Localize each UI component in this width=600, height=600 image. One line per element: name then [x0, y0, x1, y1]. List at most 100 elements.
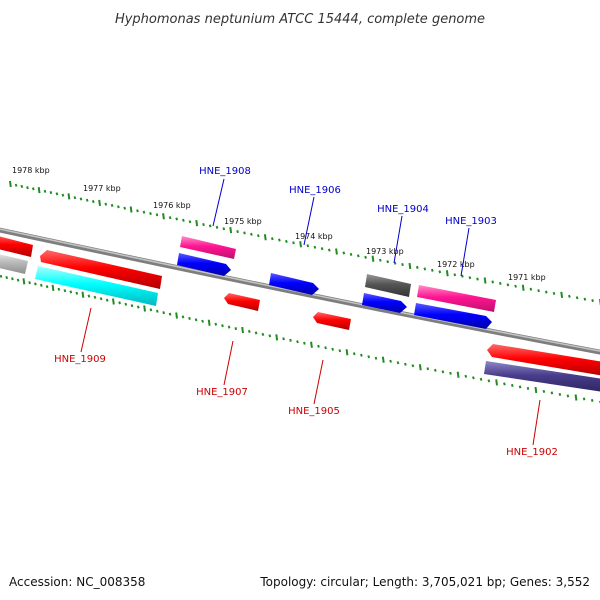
- ruler-minor-tick: [393, 261, 397, 265]
- gene-feature[interactable]: [269, 273, 319, 295]
- ruler-minor-tick: [352, 352, 356, 356]
- ruler-minor-tick: [168, 312, 172, 316]
- ruler-major-tick: [574, 394, 578, 401]
- gene-label-HNE_1904[interactable]: HNE_1904: [377, 204, 429, 215]
- ruler-major-tick: [534, 386, 538, 394]
- gene-label-HNE_1906[interactable]: HNE_1906: [289, 185, 341, 196]
- ruler-minor-tick: [506, 283, 510, 287]
- ruler-major-tick: [175, 312, 178, 319]
- kbp-label: 1977 kbp: [83, 184, 121, 193]
- ruler-minor-tick: [296, 340, 299, 344]
- kbp-label: 1971 kbp: [508, 273, 546, 282]
- gene-label-HNE_1907[interactable]: HNE_1907: [196, 387, 248, 398]
- ruler-major-tick: [560, 291, 564, 299]
- ruler-major-tick: [495, 379, 498, 386]
- gene-feature[interactable]: [487, 344, 600, 377]
- gene-feature[interactable]: [0, 234, 33, 257]
- ruler-minor-tick: [479, 377, 483, 381]
- ruler-minor-tick: [537, 289, 540, 293]
- ruler-minor-tick: [202, 222, 205, 227]
- ruler-major-tick: [299, 241, 302, 248]
- ruler-minor-tick: [303, 341, 306, 345]
- gene-feature[interactable]: [313, 312, 351, 330]
- ruler-minor-tick: [155, 309, 159, 313]
- ruler-minor-tick: [268, 334, 272, 338]
- gene-feature[interactable]: [180, 236, 236, 259]
- ruler-minor-tick: [175, 217, 179, 221]
- ruler-minor-tick: [26, 186, 29, 190]
- ruler-minor-tick: [386, 260, 390, 264]
- gene-feature[interactable]: [484, 361, 600, 393]
- ruler-major-tick: [51, 284, 55, 292]
- ruler-minor-tick: [476, 277, 479, 281]
- gene-label-HNE_1909[interactable]: HNE_1909: [54, 354, 106, 365]
- ruler-minor-tick: [278, 238, 281, 242]
- ruler-minor-tick: [162, 311, 166, 315]
- ruler-minor-tick: [282, 337, 285, 341]
- ruler-minor-tick: [503, 382, 506, 386]
- gene-feature[interactable]: [224, 293, 260, 311]
- gene-feature[interactable]: [35, 266, 158, 306]
- ruler-minor-tick: [61, 193, 65, 197]
- ruler-minor-tick: [79, 197, 83, 201]
- ruler-minor-tick: [441, 370, 445, 374]
- ruler-minor-tick: [558, 392, 562, 397]
- gene-feature[interactable]: [362, 293, 407, 313]
- ruler-minor-tick: [289, 338, 292, 342]
- gene-feature[interactable]: [0, 252, 28, 274]
- kbp-label: 1974 kbp: [295, 232, 333, 241]
- ruler-minor-tick: [142, 210, 146, 214]
- ruler-minor-tick: [360, 353, 363, 357]
- ruler-minor-tick: [285, 239, 288, 244]
- map-title: Hyphomonas neptunium ATCC 15444, complet…: [115, 12, 485, 27]
- ruler-minor-tick: [14, 183, 18, 187]
- ruler-minor-tick: [215, 225, 219, 229]
- ruler-minor-tick: [364, 255, 367, 259]
- ruler-minor-tick: [105, 298, 109, 302]
- ruler-minor-tick: [324, 346, 327, 350]
- ruler-minor-tick: [104, 202, 108, 206]
- gene-label-HNE_1902[interactable]: HNE_1902: [506, 447, 558, 458]
- gene-label-HNE_1905[interactable]: HNE_1905: [288, 406, 340, 417]
- ruler-minor-tick: [544, 290, 548, 294]
- gene-feature[interactable]: [365, 274, 411, 297]
- gene-feature[interactable]: [417, 285, 496, 312]
- ruler-minor-tick: [243, 231, 246, 235]
- ruler-major-tick: [112, 298, 115, 305]
- gene-label-HNE_1908[interactable]: HNE_1908: [199, 166, 251, 177]
- ruler-minor-tick: [415, 265, 419, 270]
- ruler-minor-tick: [234, 326, 238, 331]
- kbp-label: 1972 kbp: [437, 260, 475, 269]
- ruler-minor-tick: [461, 274, 464, 278]
- label-leader: [80, 307, 92, 353]
- ruler-minor-tick: [31, 187, 35, 191]
- ruler-minor-tick: [28, 281, 31, 285]
- ruler-minor-tick: [313, 245, 317, 249]
- genome-summary-text: Topology: circular; Length: 3,705,021 bp…: [259, 575, 590, 589]
- ruler-minor-tick: [123, 206, 127, 210]
- genome-backbone-highlight: [0, 228, 600, 352]
- ruler-major-tick: [371, 255, 375, 262]
- ruler-major-tick: [81, 291, 85, 298]
- ruler-major-tick: [275, 334, 279, 341]
- ruler-minor-tick: [396, 361, 400, 365]
- gene-feature[interactable]: [414, 303, 492, 329]
- ruler-minor-tick: [222, 227, 226, 231]
- gene-feature[interactable]: [177, 253, 231, 276]
- gene-label-HNE_1903[interactable]: HNE_1903: [445, 216, 497, 227]
- gene-feature[interactable]: [40, 250, 162, 289]
- ruler-minor-tick: [550, 391, 554, 395]
- ruler-minor-tick: [566, 394, 570, 398]
- ruler-minor-tick: [529, 287, 533, 291]
- ruler-minor-tick: [16, 278, 20, 282]
- ruler-minor-tick: [374, 356, 378, 360]
- ruler-minor-tick: [491, 280, 495, 284]
- ruler-major-tick: [345, 349, 349, 356]
- ruler-minor-tick: [85, 198, 89, 202]
- label-leader: [212, 178, 225, 227]
- ruler-minor-tick: [575, 296, 579, 300]
- ruler-minor-tick: [20, 184, 24, 189]
- ruler-major-tick: [129, 206, 133, 213]
- ruler-minor-tick: [472, 376, 475, 380]
